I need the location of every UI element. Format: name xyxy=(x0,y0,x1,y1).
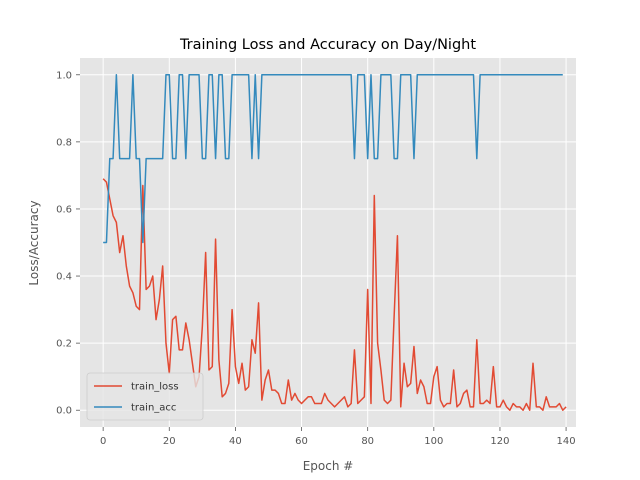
series-layer xyxy=(102,74,567,411)
legend-label-train-loss: train_loss xyxy=(131,382,179,393)
y-axis-label: Loss/Accuracy xyxy=(27,200,41,285)
x-tick-label: 0 xyxy=(100,436,106,447)
legend-label-train-acc: train_acc xyxy=(131,403,176,414)
y-tick-label: 0.8 xyxy=(56,137,72,148)
x-tick-label: 60 xyxy=(295,436,308,447)
y-tick-label: 1.0 xyxy=(56,70,72,81)
series-line-train-acc xyxy=(103,74,563,244)
y-tick-label: 0.2 xyxy=(56,339,72,350)
chart-title: Training Loss and Accuracy on Day/Night xyxy=(179,37,476,53)
x-tick-label: 40 xyxy=(229,436,242,447)
y-tick-label: 0.4 xyxy=(56,272,72,283)
x-tick-label: 80 xyxy=(361,436,374,447)
x-tick-label: 20 xyxy=(163,436,176,447)
y-tick-label: 0.6 xyxy=(56,204,72,215)
legend: train_loss train_acc xyxy=(86,372,204,421)
x-tick-label: 100 xyxy=(424,436,443,447)
x-axis-label: Epoch # xyxy=(303,459,354,473)
x-tick-label: 140 xyxy=(557,436,576,447)
x-axis-ticks: 0 20 40 60 80 100 120 140 xyxy=(100,427,576,447)
x-tick-label: 120 xyxy=(490,436,509,447)
y-axis-ticks: 0.0 0.2 0.4 0.6 0.8 1.0 xyxy=(56,70,80,417)
series-line-train-loss xyxy=(102,178,567,411)
legend-box xyxy=(86,372,204,421)
plot-area xyxy=(80,58,576,427)
y-tick-label: 0.0 xyxy=(56,406,72,417)
